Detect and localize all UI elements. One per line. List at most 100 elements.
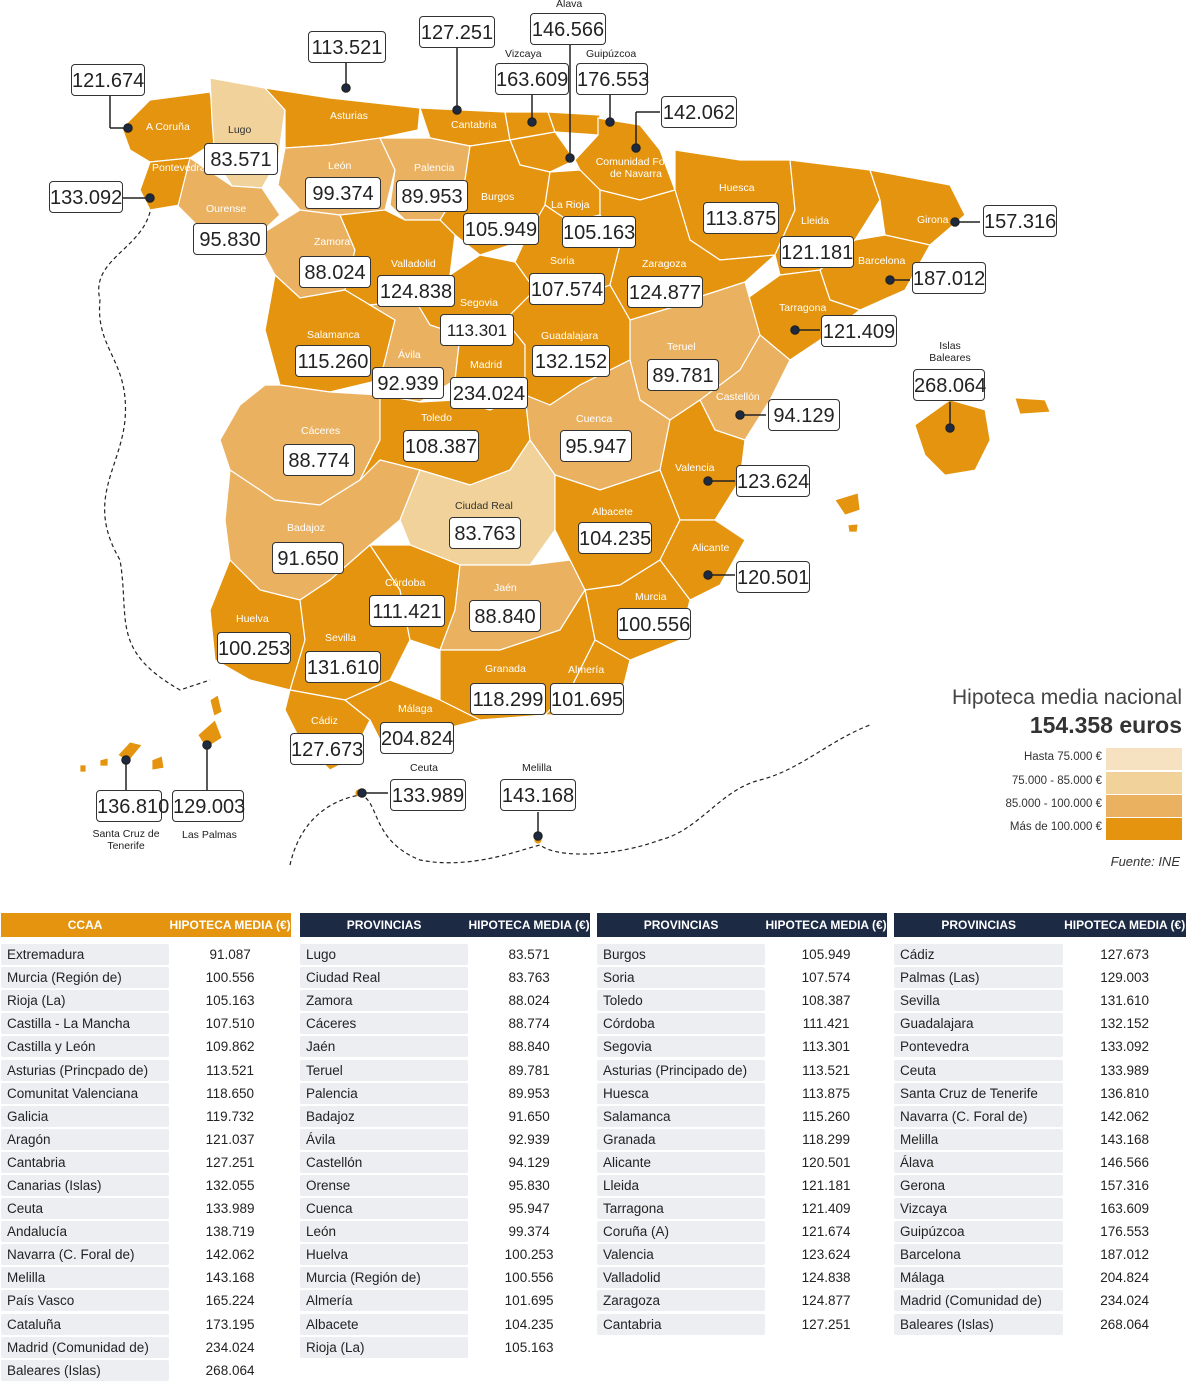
province-name-alicante: Alicante bbox=[692, 542, 730, 554]
province-name-leon: León bbox=[328, 160, 352, 172]
value-box-valladolid: 124.838 bbox=[377, 275, 455, 307]
value-box-cadiz: 127.673 bbox=[290, 733, 364, 765]
value-box-pontevedra: 133.092 bbox=[49, 181, 123, 213]
row-value: 146.566 bbox=[1100, 1154, 1150, 1170]
row-name: Baleares (Islas) bbox=[894, 1313, 1064, 1335]
province-name-castellon: Castellón bbox=[716, 391, 760, 403]
row-name: Navarra (C. Foral de) bbox=[1, 1244, 170, 1266]
row-name: Navarra (C. Foral de) bbox=[894, 1105, 1064, 1127]
row-name: Cantabria bbox=[597, 1313, 766, 1335]
row-value: 136.810 bbox=[1100, 1085, 1150, 1101]
row-value: 234.024 bbox=[1100, 1293, 1150, 1309]
value-box-albacete: 104.235 bbox=[578, 522, 652, 554]
row-value: 113.875 bbox=[802, 1085, 850, 1101]
province-name-guadalajara: Guadalajara bbox=[541, 330, 599, 342]
province-name-zaragoza: Zaragoza bbox=[642, 258, 687, 270]
table-row: Zamora 88.024 bbox=[300, 989, 590, 1012]
province-name-murcia: Murcia bbox=[635, 591, 667, 603]
table-row: Santa Cruz de Tenerife 136.810 bbox=[894, 1082, 1186, 1105]
row-name: Coruña (A) bbox=[597, 1221, 766, 1243]
row-value: 91.087 bbox=[209, 947, 251, 963]
value-box-asturias: 113.521 bbox=[308, 31, 386, 63]
row-name: Cuenca bbox=[300, 1198, 469, 1220]
legend-item: Hasta 75.000 € bbox=[960, 748, 1182, 770]
value-box-badajoz: 91.650 bbox=[272, 542, 344, 574]
table-row: Rioja (La) 105.163 bbox=[300, 1336, 590, 1359]
row-name: Cantabria bbox=[1, 1151, 170, 1173]
row-name: Madrid (Comunidad de) bbox=[894, 1290, 1064, 1312]
table-row: Pontevedra 133.092 bbox=[894, 1035, 1186, 1058]
province-name-salamanca: Salamanca bbox=[307, 329, 360, 341]
table-row: Tarragona 121.409 bbox=[597, 1197, 887, 1220]
row-value: 133.092 bbox=[1100, 1039, 1150, 1055]
row-value: 120.501 bbox=[801, 1154, 851, 1170]
province-name-tarragona: Tarragona bbox=[779, 302, 827, 314]
row-name: Castilla y León bbox=[1, 1036, 170, 1058]
row-name: Galicia bbox=[1, 1105, 170, 1127]
row-value: 121.674 bbox=[801, 1224, 851, 1240]
table-row: Baleares (Islas) 268.064 bbox=[894, 1313, 1186, 1336]
row-name: Cádiz bbox=[894, 944, 1064, 966]
row-name: Santa Cruz de Tenerife bbox=[894, 1082, 1064, 1104]
province-name-almeria: Almería bbox=[568, 664, 605, 676]
table-row: Palencia 89.953 bbox=[300, 1082, 590, 1105]
region-ourense bbox=[177, 157, 281, 239]
region-hierro bbox=[151, 755, 165, 771]
row-name: Palmas (Las) bbox=[894, 967, 1064, 989]
row-name: Asturias (Princpado de) bbox=[1, 1059, 170, 1081]
value-box-tarragona: 121.409 bbox=[821, 315, 897, 347]
region-la-palma bbox=[79, 764, 87, 773]
column-header-name: CCAA bbox=[67, 918, 103, 932]
province-name-sevilla: Sevilla bbox=[325, 632, 356, 644]
value-box-avila: 92.939 bbox=[372, 367, 444, 399]
row-name: Lleida bbox=[597, 1174, 766, 1196]
region-guipuzcoa bbox=[547, 111, 601, 136]
row-name: Toledo bbox=[597, 990, 766, 1012]
row-name: Valencia bbox=[597, 1244, 766, 1266]
row-name: Andalucía bbox=[1, 1221, 170, 1243]
province-name-baleares: Islas Baleares bbox=[929, 340, 971, 364]
table-row: Galicia 119.732 bbox=[1, 1105, 291, 1128]
row-value: 173.195 bbox=[205, 1316, 255, 1332]
row-value: 108.387 bbox=[801, 993, 851, 1009]
row-value: 99.374 bbox=[508, 1224, 550, 1240]
row-value: 165.224 bbox=[205, 1293, 255, 1309]
table-row: Ceuta 133.989 bbox=[1, 1197, 291, 1220]
value-box-palencia: 89.953 bbox=[396, 180, 468, 212]
row-name: Castilla - La Mancha bbox=[1, 1013, 170, 1035]
value-box-las-palmas: 129.003 bbox=[172, 790, 245, 822]
row-name: Valladolid bbox=[597, 1267, 766, 1289]
province-name-lugo: Lugo bbox=[228, 124, 252, 136]
table-row: Rioja (La) 105.163 bbox=[1, 989, 291, 1012]
table-row: Cantabria 127.251 bbox=[1, 1151, 291, 1174]
row-value: 104.235 bbox=[504, 1316, 554, 1332]
legend-item: Más de 100.000 € bbox=[960, 818, 1182, 840]
column-header-name: PROVINCIAS bbox=[346, 918, 422, 932]
portugal-border bbox=[98, 211, 211, 691]
column-header-value: HIPOTECA MEDIA (€) bbox=[1064, 918, 1186, 932]
value-box-girona: 157.316 bbox=[983, 205, 1057, 237]
row-name: Pontevedra bbox=[894, 1036, 1064, 1058]
legend-label: 85.000 - 100.000 € bbox=[1005, 798, 1102, 810]
row-value: 163.609 bbox=[1100, 1201, 1150, 1217]
value-box-cordoba: 111.421 bbox=[369, 595, 445, 627]
row-value: 95.947 bbox=[508, 1201, 550, 1217]
province-name-malaga: Málaga bbox=[398, 703, 433, 715]
table-row: Zaragoza 124.877 bbox=[597, 1289, 887, 1312]
value-box-valencia: 123.624 bbox=[736, 465, 810, 497]
table-row: Alicante 120.501 bbox=[597, 1151, 887, 1174]
value-box-zamora: 88.024 bbox=[299, 256, 371, 288]
table-row: Huesca 113.875 bbox=[597, 1082, 887, 1105]
row-value: 83.571 bbox=[508, 947, 550, 963]
row-value: 176.553 bbox=[1100, 1224, 1150, 1240]
table-row: Melilla 143.168 bbox=[894, 1128, 1186, 1151]
row-name: Cáceres bbox=[300, 1013, 469, 1035]
province-name-ciudad-real: Ciudad Real bbox=[455, 500, 513, 512]
row-value: 142.062 bbox=[205, 1247, 255, 1263]
value-box-a-coruna: 121.674 bbox=[71, 64, 145, 96]
row-name: País Vasco bbox=[1, 1290, 170, 1312]
row-name: Barcelona bbox=[894, 1244, 1064, 1266]
province-name-avila: Ávila bbox=[398, 349, 421, 361]
row-value: 187.012 bbox=[1100, 1247, 1150, 1263]
table-row: Orense 95.830 bbox=[300, 1174, 590, 1197]
